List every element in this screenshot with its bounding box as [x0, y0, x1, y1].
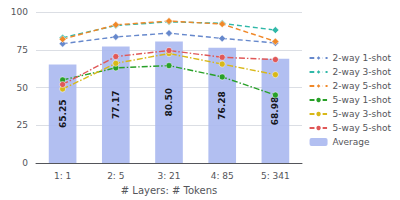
svg-text:1: 1: 1: 1 — [54, 171, 71, 181]
svg-text:2-way 5-shot: 2-way 5-shot — [333, 81, 392, 91]
svg-text:2: 5: 2: 5 — [107, 171, 124, 181]
svg-text:Average: Average — [333, 137, 370, 147]
svg-text:50: 50 — [17, 83, 29, 93]
svg-text:2-way 1-shot: 2-way 1-shot — [333, 53, 392, 63]
svg-text:68.98: 68.98 — [270, 97, 280, 125]
svg-text:3: 21: 3: 21 — [157, 171, 180, 181]
svg-text:5: 341: 5: 341 — [261, 171, 290, 181]
svg-text:80.50: 80.50 — [164, 88, 174, 116]
svg-text:75: 75 — [17, 45, 28, 55]
svg-text:65.25: 65.25 — [58, 100, 68, 128]
svg-text:# Layers: # Tokens: # Layers: # Tokens — [121, 185, 217, 196]
svg-text:5-way 1-shot: 5-way 1-shot — [333, 95, 392, 105]
svg-text:4: 85: 4: 85 — [211, 171, 234, 181]
svg-text:25: 25 — [17, 120, 28, 130]
svg-text:0: 0 — [22, 158, 28, 168]
svg-text:5-way 3-shot: 5-way 3-shot — [333, 109, 392, 119]
svg-text:76.28: 76.28 — [217, 91, 227, 119]
svg-text:2-way 3-shot: 2-way 3-shot — [333, 67, 392, 77]
svg-text:77.17: 77.17 — [111, 91, 121, 119]
svg-text:5-way 5-shot: 5-way 5-shot — [333, 123, 392, 133]
svg-text:100: 100 — [11, 7, 28, 17]
